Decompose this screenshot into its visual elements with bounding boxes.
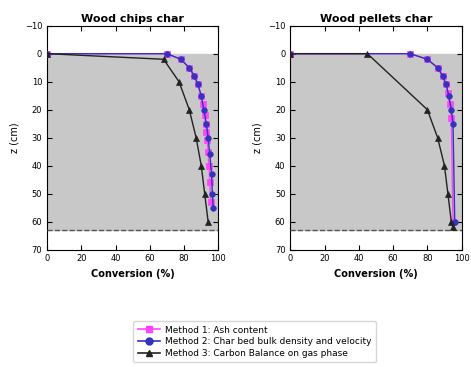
- Bar: [47, 54, 219, 230]
- Title: Wood pellets char: Wood pellets char: [320, 14, 432, 23]
- X-axis label: Conversion (%): Conversion (%): [334, 269, 418, 279]
- X-axis label: Conversion (%): Conversion (%): [91, 269, 175, 279]
- Bar: [290, 54, 462, 230]
- Legend: Method 1: Ash content, Method 2: Char bed bulk density and velocity, Method 3: C: Method 1: Ash content, Method 2: Char be…: [133, 321, 376, 363]
- Title: Wood chips char: Wood chips char: [81, 14, 184, 23]
- Y-axis label: z (cm): z (cm): [252, 122, 262, 153]
- Y-axis label: z (cm): z (cm): [9, 122, 19, 153]
